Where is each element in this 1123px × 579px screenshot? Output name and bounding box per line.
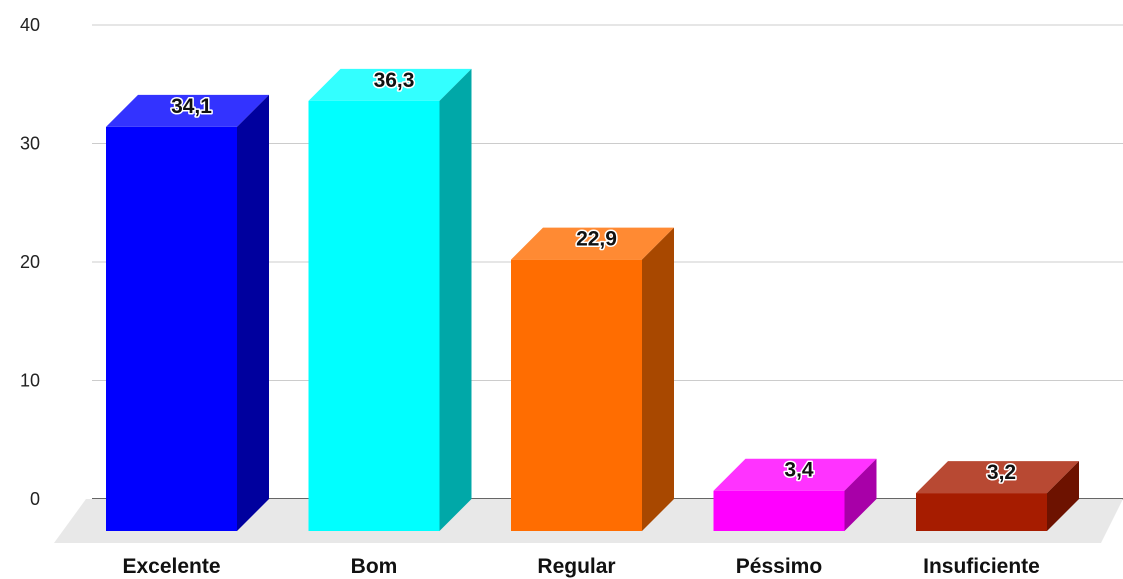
x-tick-label: Excelente: [122, 555, 220, 578]
bar-top: [308, 68, 472, 101]
data-label: 34,1: [171, 95, 212, 118]
y-tick-label: 10: [20, 371, 40, 391]
data-label: 3,4: [784, 459, 814, 482]
bar-front: [308, 100, 440, 531]
bar-top: [511, 227, 674, 260]
y-tick-label: 20: [20, 252, 40, 272]
y-tick-label: 0: [30, 489, 40, 509]
bar-side: [237, 94, 269, 531]
bar-front: [916, 493, 1047, 531]
bar-top: [916, 461, 1079, 494]
data-label: 36,3: [374, 69, 415, 92]
data-label: 3,2: [987, 461, 1016, 484]
labels: 34,1 Excelente 36,3 Bom 22,9 Regular 3,4 Péssim…: [122, 67, 1040, 578]
bar-side: [1047, 461, 1079, 531]
bar-side: [642, 227, 674, 531]
bar-top: [713, 458, 877, 491]
bar-side: [844, 458, 877, 531]
x-tick-label: Regular: [537, 555, 615, 578]
data-label: 22,9: [576, 228, 617, 251]
y-tick-label: 40: [20, 15, 40, 35]
bar-front: [713, 490, 845, 531]
y-tick-label: 30: [20, 134, 40, 154]
x-tick-label: Bom: [351, 555, 398, 578]
bar-front: [511, 259, 642, 531]
x-tick-label: Péssimo: [736, 555, 822, 578]
x-tick-label: Insuficiente: [923, 555, 1040, 578]
bar-side: [439, 68, 472, 531]
bar-front: [106, 126, 237, 531]
bars: [106, 68, 1079, 531]
bar-top: [106, 94, 269, 127]
